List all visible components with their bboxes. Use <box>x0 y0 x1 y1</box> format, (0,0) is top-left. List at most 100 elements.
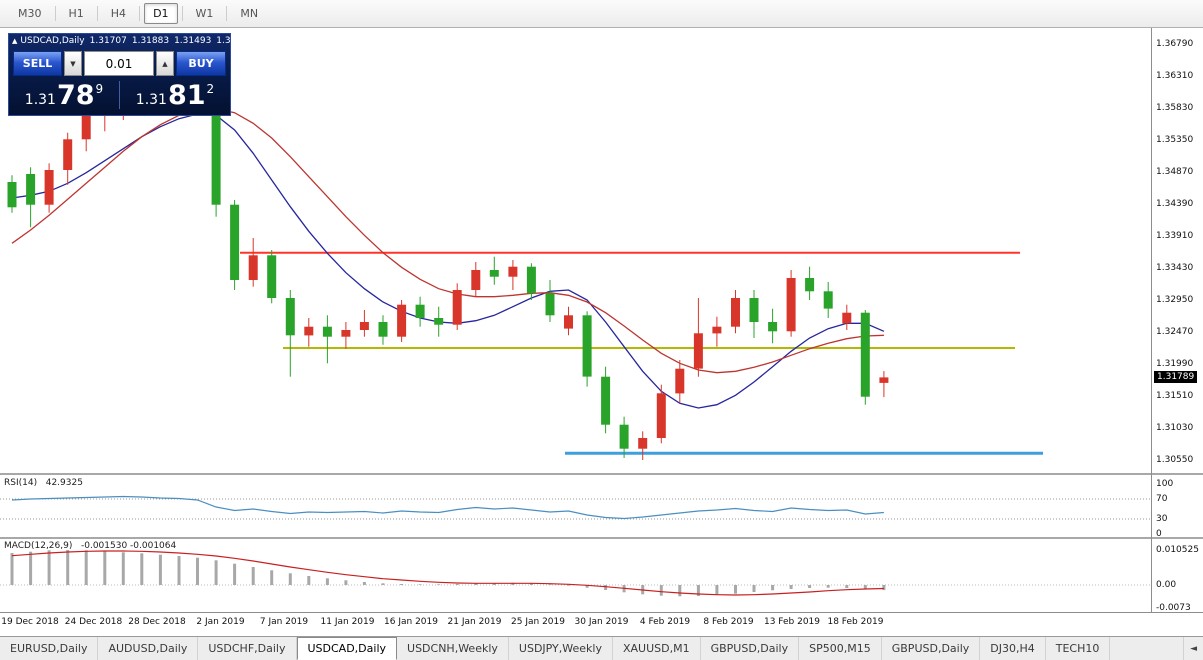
sell-button[interactable]: SELL <box>13 51 62 76</box>
bid-pip: 9 <box>95 81 104 96</box>
date-label: 8 Feb 2019 <box>703 617 754 627</box>
symbol-trend-icon: ▲ <box>12 37 18 45</box>
timeframe-button-w1[interactable]: W1 <box>195 7 214 20</box>
chevron-up-icon: ▲ <box>162 59 168 68</box>
candle <box>860 310 870 405</box>
date-label: 28 Dec 2018 <box>128 617 186 627</box>
timeframe-button-h1[interactable]: H1 <box>68 7 84 20</box>
date-label: 30 Jan 2019 <box>574 617 629 627</box>
chart-tab-usdjpy-weekly[interactable]: USDJPY,Weekly <box>509 637 613 660</box>
timeframe-button-m30[interactable]: M30 <box>18 7 42 20</box>
price-axis-label: 1.31030 <box>1156 423 1194 433</box>
candle <box>489 256 499 285</box>
one-click-trading-panel: ▲ USDCAD,Daily 1.31707 1.31883 1.31493 1… <box>8 33 254 116</box>
macd-axis-label: -0.0073 <box>1156 603 1191 613</box>
price-axis: 1.31789 1.36790 1.36310 1.35830 1.35350 1.34… <box>1153 28 1203 473</box>
candle <box>675 360 685 404</box>
date-label: 19 Dec 2018 <box>1 617 59 627</box>
lot-size-input[interactable] <box>84 51 154 76</box>
date-label: 24 Dec 2018 <box>64 617 123 627</box>
macd-signal-line <box>11 550 884 596</box>
ask-pip: 2 <box>206 81 215 96</box>
price-axis-label: 1.36310 <box>1156 71 1194 81</box>
panel-splitter-macd[interactable] <box>0 537 1203 539</box>
candle <box>434 306 444 337</box>
rsi-canvas <box>0 495 1151 520</box>
date-label: 21 Jan 2019 <box>447 617 502 627</box>
date-label: 16 Jan 2019 <box>384 617 438 627</box>
candle <box>786 270 796 337</box>
candle <box>749 290 759 338</box>
price-axis-label: 1.31510 <box>1156 391 1194 401</box>
chart-tab-dj30-h4[interactable]: DJ30,H4 <box>980 637 1046 660</box>
candle <box>508 260 518 290</box>
timeframe-button-d1[interactable]: D1 <box>144 3 178 24</box>
toolbar-separator <box>226 6 228 21</box>
symbol-title: USDCAD,Daily <box>20 36 85 46</box>
chart-tab-gbpusd-daily[interactable]: GBPUSD,Daily <box>701 637 800 660</box>
chart-tab-usdchf-daily[interactable]: USDCHF,Daily <box>198 637 297 660</box>
candle <box>322 315 332 364</box>
date-label: 4 Feb 2019 <box>639 617 691 627</box>
current-price-badge: 1.31789 <box>1154 371 1198 384</box>
ask-prefix: 1.31 <box>135 91 167 108</box>
chart-tab-gbpusd-daily[interactable]: GBPUSD,Daily <box>882 637 981 660</box>
chart-tab-usdcad-daily[interactable]: USDCAD,Daily <box>296 637 398 660</box>
bid-prefix: 1.31 <box>24 91 56 108</box>
chart-tab-usdcnh-weekly[interactable]: USDCNH,Weekly <box>397 637 509 660</box>
time-axis-border <box>0 612 1203 613</box>
macd-axis: 0.010525 0.00 -0.0073 <box>1153 539 1203 613</box>
rsi-label: RSI(14) <box>4 478 38 488</box>
candle <box>768 308 778 344</box>
price-axis-label: 1.32950 <box>1156 295 1194 305</box>
candle <box>397 300 407 342</box>
tabs-scroll-left-button[interactable]: ◄ <box>1183 637 1203 660</box>
ask-price[interactable]: 1.31 81 2 <box>122 82 228 109</box>
ohlc-open: 1.31707 <box>89 36 127 46</box>
chart-tab-sp500-m15[interactable]: SP500,M15 <box>799 637 882 660</box>
candle <box>638 431 648 460</box>
toolbar-separator <box>181 6 183 21</box>
panel-splitter-rsi[interactable] <box>0 473 1203 475</box>
timeframe-button-mn[interactable]: MN <box>240 7 259 20</box>
candle <box>471 262 481 297</box>
rsi-axis: 100 70 30 0 <box>1153 476 1203 539</box>
candle <box>415 296 425 327</box>
rsi-axis-label: 100 <box>1156 479 1174 489</box>
toolbar-separator <box>54 6 56 21</box>
chart-tab-bar: EURUSD,Daily AUDUSD,Daily USDCHF,Daily USDC… <box>0 636 1203 660</box>
candle <box>304 318 314 347</box>
date-label: 18 Feb 2019 <box>827 617 884 627</box>
macd-panel[interactable]: MACD(12,26,9) -0.001530 -0.001064 <box>0 539 1151 612</box>
chart-tab-tech10[interactable]: TECH10 <box>1046 637 1111 660</box>
price-axis-label: 1.33430 <box>1156 263 1194 273</box>
candle <box>731 290 740 334</box>
candle <box>211 96 221 217</box>
buy-button[interactable]: BUY <box>176 51 226 76</box>
date-label: 13 Feb 2019 <box>763 617 821 627</box>
rsi-axis-label: 70 <box>1156 494 1168 504</box>
ohlc-high: 1.31883 <box>131 36 170 46</box>
candle <box>693 298 703 377</box>
timeframe-button-h4[interactable]: H4 <box>110 7 127 20</box>
candle <box>601 366 611 434</box>
candle <box>26 167 36 228</box>
toolbar-separator <box>96 6 98 21</box>
bid-price[interactable]: 1.31 78 9 <box>11 82 117 109</box>
candle <box>823 282 833 318</box>
candle <box>63 132 73 185</box>
rsi-panel[interactable]: RSI(14) 42.9325 <box>0 476 1151 537</box>
time-axis: 19 Dec 2018 24 Dec 2018 28 Dec 2018 2 Jan 2… <box>0 613 1203 636</box>
macd-header: MACD(12,26,9) -0.001530 -0.001064 <box>4 541 176 551</box>
chart-tab-xauusd-m1[interactable]: XAUUSD,M1 <box>613 637 701 660</box>
candle <box>341 322 351 349</box>
chart-tab-eurusd-daily[interactable]: EURUSD,Daily <box>0 637 99 660</box>
candle <box>378 315 388 345</box>
price-axis-label: 1.36790 <box>1156 39 1194 49</box>
lot-dropdown-button[interactable]: ▼ <box>64 51 82 76</box>
chart-tab-audusd-daily[interactable]: AUDUSD,Daily <box>98 637 199 660</box>
lot-spinner-button[interactable]: ▲ <box>156 51 174 76</box>
candle <box>359 310 369 337</box>
price-axis-label: 1.33910 <box>1156 231 1194 241</box>
ma-fast-line <box>11 113 885 409</box>
